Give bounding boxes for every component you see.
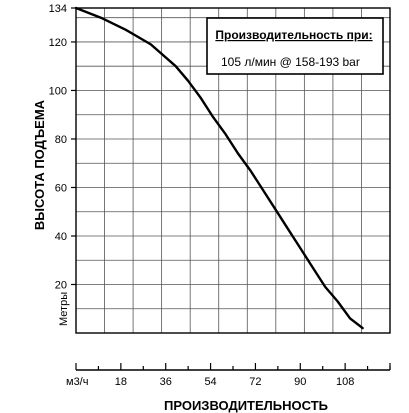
performance-curve-line: [74, 6, 364, 330]
legend-text: 105 л/мин @ 158-193 bar: [221, 55, 360, 69]
x-axis: 18 36 54 72 90 108: [75, 363, 391, 388]
plot-frame: [75, 7, 391, 334]
y-tick-label: 100: [49, 85, 67, 97]
legend-title: Производительность при:: [215, 28, 372, 42]
y-tick-label: 120: [49, 37, 67, 49]
legend-frame: [206, 17, 384, 75]
x-tick-label: 72: [249, 376, 261, 388]
x-axis-unit: м3/ч: [66, 376, 88, 388]
plot-border: [75, 7, 391, 334]
y-tick-label: 134: [49, 3, 67, 15]
y-tick-label: 20: [55, 279, 67, 291]
y-tick-label: 40: [55, 231, 67, 243]
x-tick-label: 36: [160, 376, 172, 388]
x-tick-label: 90: [294, 376, 306, 388]
x-tick-label: 18: [115, 376, 127, 388]
x-tick-label: 54: [204, 376, 216, 388]
performance-curve: [74, 6, 364, 330]
x-tick-label: 108: [336, 376, 354, 388]
x-axis-title: ПРОИЗВОДИТЕЛЬНОСТЬ: [164, 398, 328, 413]
y-axis-unit: Метры: [58, 292, 70, 326]
y-tick-label: 60: [55, 182, 67, 194]
y-axis-ticks: 20 40 60 80 100 120 134: [49, 3, 76, 291]
y-axis-title: ВЫСОТА ПОДЪЕМА: [32, 99, 47, 230]
y-tick-label: 80: [55, 134, 67, 146]
legend-box: Производительность при: 105 л/мин @ 158-…: [206, 17, 384, 75]
